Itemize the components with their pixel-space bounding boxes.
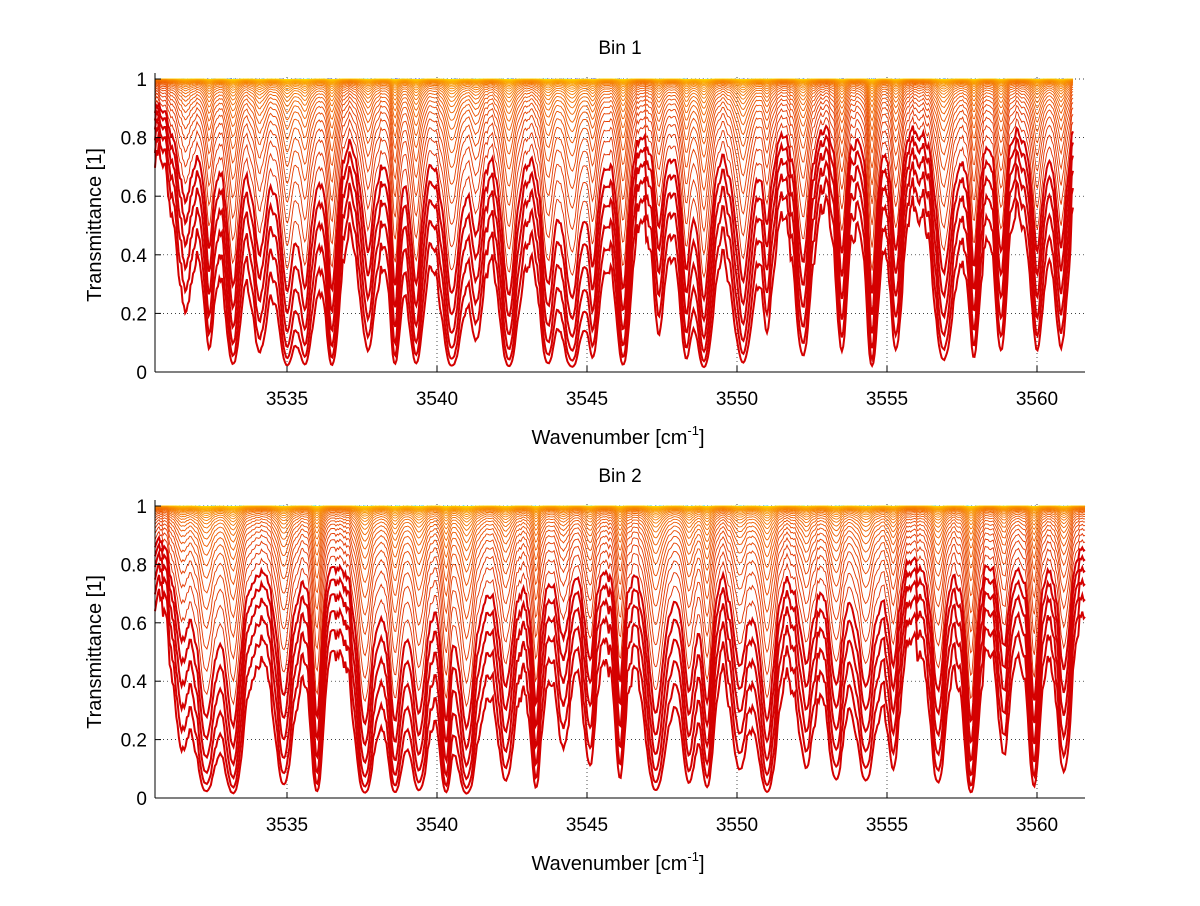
x-tick-label: 3540 bbox=[416, 389, 458, 410]
series-line bbox=[154, 79, 1074, 99]
series-line bbox=[154, 522, 1086, 662]
tick-labels: 3535 3540 3545 3550 3555 3560 0 0.2 0.4 0.6 0.8 1 bbox=[121, 70, 1059, 410]
series-line bbox=[154, 512, 1086, 587]
series-line bbox=[154, 509, 1086, 552]
axes bbox=[154, 73, 1085, 373]
series-line bbox=[154, 506, 1085, 523]
series-line bbox=[154, 131, 1074, 363]
series-line bbox=[154, 83, 1074, 159]
x-tick-label: 3550 bbox=[716, 389, 758, 410]
y-tick-label: 0.2 bbox=[121, 731, 147, 752]
series-line bbox=[154, 549, 1086, 769]
series-line bbox=[154, 507, 1085, 531]
y-axis-label: Transmittance [1] bbox=[84, 575, 106, 729]
x-tick-label: 3555 bbox=[866, 389, 908, 410]
series-line bbox=[154, 534, 1086, 732]
chart-title: Bin 1 bbox=[598, 38, 641, 59]
series-line bbox=[154, 510, 1086, 562]
subplot-bin-1: Bin 1 3535 3540 3545 3550 3555 3560 0 0.2 0.4 0.6… bbox=[84, 38, 1085, 449]
series-line bbox=[154, 107, 1074, 324]
y-axis-label: Transmittance [1] bbox=[84, 148, 106, 302]
chart-title: Bin 2 bbox=[598, 466, 641, 487]
series-line bbox=[154, 574, 1086, 790]
series-line bbox=[154, 88, 1074, 211]
series-line bbox=[154, 81, 1074, 134]
series-line bbox=[154, 525, 1086, 685]
x-tick-label: 3535 bbox=[266, 815, 308, 836]
y-tick-label: 0.4 bbox=[121, 246, 148, 267]
y-tick-label: 1 bbox=[136, 497, 147, 518]
series-line bbox=[154, 80, 1074, 110]
x-tick-label: 3535 bbox=[266, 389, 308, 410]
series-line bbox=[154, 82, 1074, 145]
series-line bbox=[154, 588, 1086, 795]
series-line bbox=[154, 79, 1074, 93]
series-line bbox=[154, 514, 1086, 603]
y-tick-label: 0 bbox=[136, 789, 147, 810]
x-tick-label: 3540 bbox=[416, 815, 458, 836]
series-line bbox=[154, 96, 1074, 279]
series-line bbox=[154, 80, 1074, 116]
series-group bbox=[154, 78, 1074, 369]
tick-labels: 3535 3540 3545 3550 3555 3560 0 0.2 0.4 0.6 0.8 1 bbox=[121, 497, 1059, 836]
series-line bbox=[154, 541, 1086, 752]
x-tick-label: 3555 bbox=[866, 815, 908, 836]
x-axis-label: Wavenumber [cm-1] bbox=[531, 423, 704, 449]
y-tick-label: 0.6 bbox=[121, 614, 147, 635]
x-axis-label: Wavenumber [cm-1] bbox=[531, 849, 704, 875]
y-tick-label: 0.2 bbox=[121, 304, 147, 325]
series-line bbox=[154, 519, 1086, 640]
series-line bbox=[154, 506, 1085, 518]
series-line bbox=[154, 562, 1086, 781]
x-tick-label: 3560 bbox=[1016, 389, 1058, 410]
series-line bbox=[154, 102, 1074, 303]
series-line bbox=[154, 511, 1086, 573]
x-tick-label: 3550 bbox=[716, 815, 758, 836]
series-line bbox=[154, 506, 1085, 516]
y-tick-label: 0 bbox=[136, 363, 147, 384]
series-line bbox=[155, 506, 1085, 514]
series-line bbox=[154, 530, 1086, 708]
series-line bbox=[154, 121, 1074, 354]
series-line bbox=[154, 79, 1074, 96]
x-tick-label: 3545 bbox=[566, 389, 608, 410]
series-line bbox=[154, 80, 1074, 104]
series-line bbox=[154, 507, 1086, 527]
series-line bbox=[154, 506, 1085, 520]
series-group bbox=[154, 505, 1086, 795]
series-line bbox=[154, 508, 1086, 544]
series-line bbox=[154, 508, 1085, 537]
series-line bbox=[154, 86, 1074, 192]
x-tick-label: 3545 bbox=[566, 815, 608, 836]
y-tick-label: 0.8 bbox=[121, 555, 147, 576]
x-tick-label: 3560 bbox=[1016, 815, 1058, 836]
series-line bbox=[154, 81, 1074, 124]
series-line bbox=[154, 93, 1074, 256]
series-line bbox=[154, 84, 1074, 174]
y-tick-label: 0.6 bbox=[121, 187, 147, 208]
series-line bbox=[154, 142, 1074, 369]
y-tick-label: 0.8 bbox=[121, 129, 147, 150]
series-line bbox=[154, 90, 1074, 233]
y-tick-label: 0.4 bbox=[121, 672, 148, 693]
y-tick-label: 1 bbox=[136, 70, 147, 91]
series-line bbox=[154, 114, 1074, 341]
subplot-bin-2: Bin 2 3535 3540 3545 3550 3555 3560 0 0.2 0.4 0.6… bbox=[84, 466, 1086, 875]
series-line bbox=[154, 516, 1086, 621]
axes bbox=[154, 500, 1085, 799]
